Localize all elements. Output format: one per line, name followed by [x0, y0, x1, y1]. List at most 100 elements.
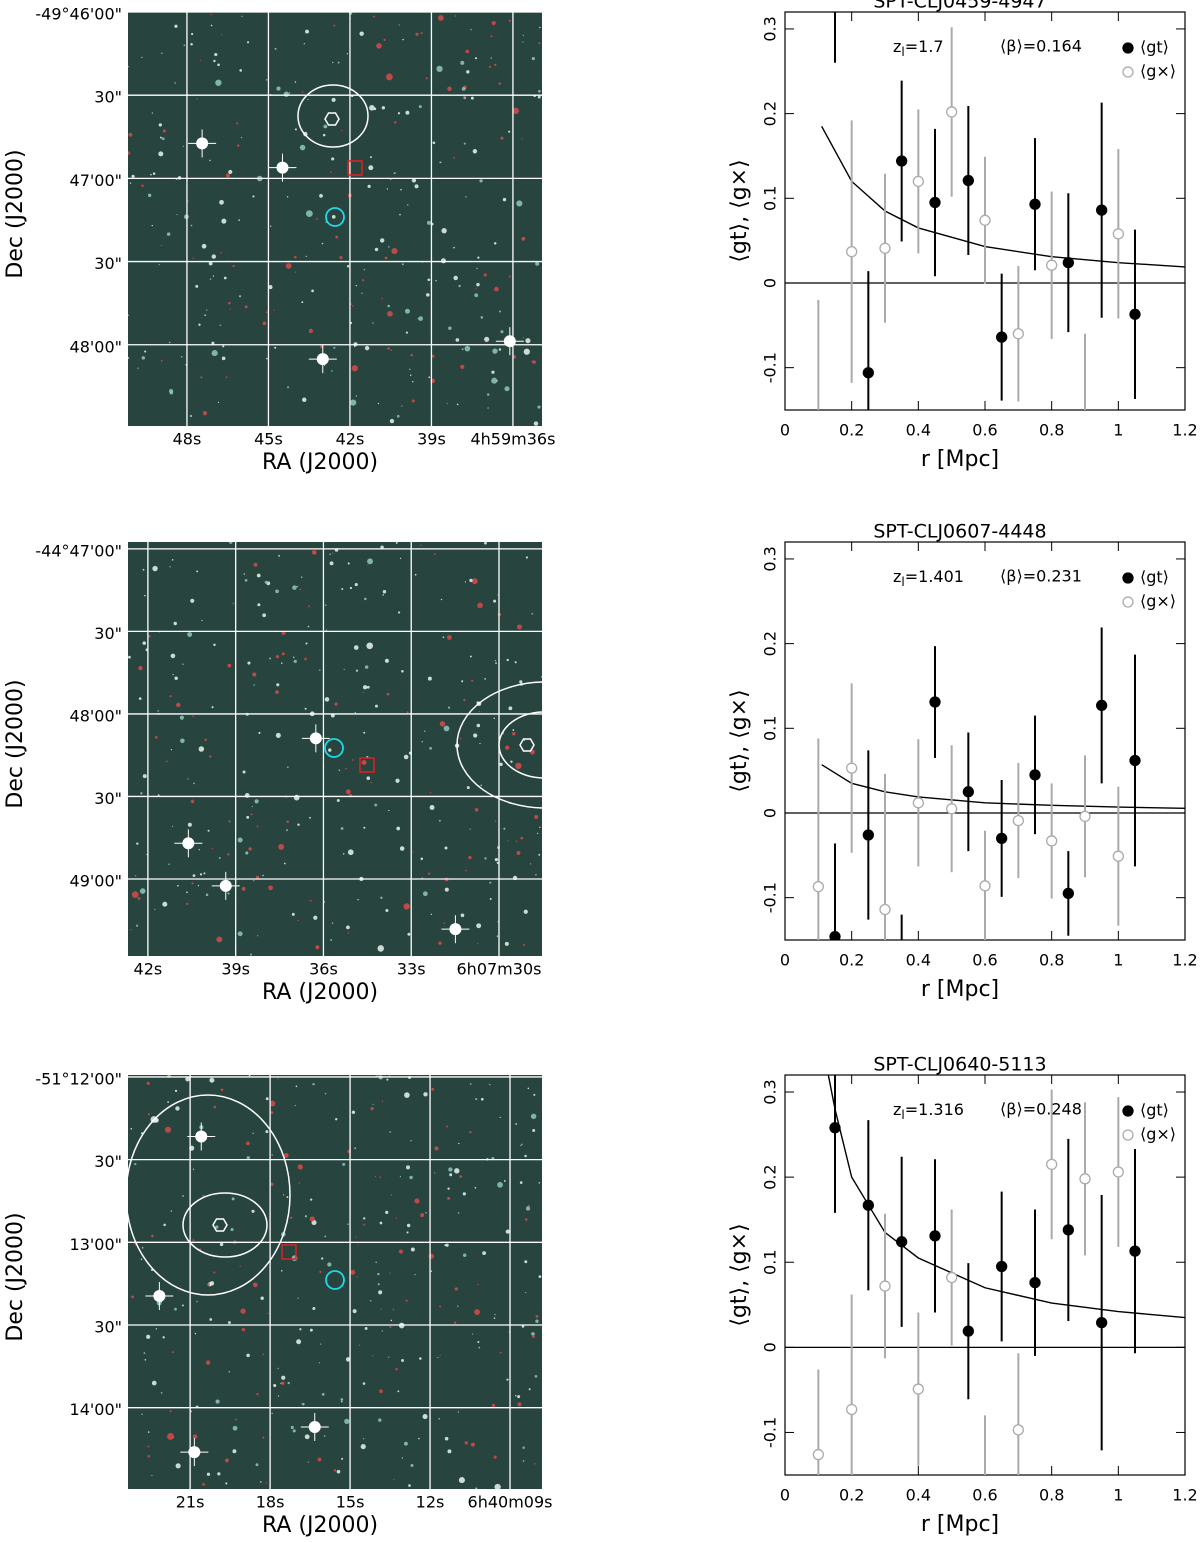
source: [331, 97, 336, 102]
source: [155, 1328, 158, 1330]
source: [144, 350, 147, 353]
contour: [128, 1094, 291, 1296]
source: [516, 200, 523, 207]
source: [246, 815, 250, 819]
source: [341, 588, 344, 590]
source: [143, 1352, 146, 1355]
source: [498, 348, 502, 351]
source: [427, 676, 432, 681]
source: [238, 295, 242, 298]
source: [146, 1334, 151, 1339]
source: [151, 1474, 153, 1477]
source: [517, 1402, 522, 1407]
source: [196, 1301, 198, 1303]
source: [146, 1081, 150, 1086]
y-axis-label: ⟨gt⟩, ⟨g×⟩: [727, 159, 752, 262]
source: [515, 1123, 518, 1125]
source: [228, 301, 231, 305]
data-point: [946, 106, 958, 118]
source: [345, 789, 351, 795]
data-point: [962, 174, 974, 187]
source: [401, 1457, 403, 1459]
source: [286, 820, 290, 824]
source: [340, 1398, 344, 1401]
source: [469, 655, 472, 658]
source: [187, 632, 193, 637]
source: [472, 149, 478, 154]
source: [383, 38, 386, 41]
source: [524, 1218, 528, 1221]
source: [173, 621, 177, 626]
source: [302, 1402, 305, 1406]
source: [436, 65, 443, 73]
source: [141, 1413, 143, 1415]
source: [508, 19, 511, 22]
source: [201, 243, 207, 249]
source: [168, 341, 171, 344]
source: [364, 345, 370, 351]
source: [225, 1482, 228, 1485]
source: [141, 56, 143, 59]
source: [128, 655, 131, 659]
source: [211, 341, 215, 345]
source: [454, 1168, 460, 1174]
data-point: [846, 245, 858, 258]
legend-marker: [1122, 42, 1134, 54]
source: [342, 1162, 346, 1166]
source: [476, 723, 481, 728]
source: [372, 322, 374, 324]
source: [390, 1194, 393, 1196]
source: [522, 41, 524, 43]
contour: [456, 681, 542, 809]
source: [225, 376, 228, 379]
source: [370, 781, 372, 784]
source: [307, 625, 310, 628]
source: [151, 112, 154, 114]
data-point: [1096, 1317, 1108, 1329]
source: [504, 941, 509, 946]
source: [202, 1482, 205, 1486]
source: [491, 377, 498, 384]
source: [392, 1308, 395, 1311]
source: [389, 1075, 391, 1076]
source: [534, 1463, 536, 1465]
data-point: [1062, 257, 1074, 269]
source: [277, 1078, 279, 1080]
redshift-subscript: l: [901, 1108, 904, 1122]
source: [405, 110, 410, 115]
source: [297, 1164, 303, 1170]
source: [255, 875, 260, 880]
source: [361, 279, 365, 282]
source: [165, 760, 168, 763]
source: [409, 1175, 413, 1180]
source: [386, 1078, 389, 1081]
source: [517, 1395, 521, 1399]
source: [220, 1088, 224, 1092]
source: [192, 1239, 195, 1242]
source: [312, 1307, 316, 1311]
source: [217, 401, 220, 403]
beta-annotation: ⟨β⟩=0.248: [1000, 1100, 1082, 1119]
source: [265, 1097, 269, 1101]
source: [318, 1362, 321, 1364]
source: [521, 1325, 525, 1328]
source: [466, 786, 470, 790]
source: [420, 857, 424, 861]
source: [330, 171, 332, 174]
source: [271, 1154, 273, 1156]
source: [343, 668, 345, 670]
source: [161, 137, 165, 141]
source: [536, 832, 539, 835]
x-tick-label: 15s: [336, 1493, 365, 1512]
x-tick-label: 0: [780, 951, 790, 970]
source: [304, 657, 307, 661]
source: [299, 588, 302, 591]
source: [495, 379, 498, 382]
x-tick-label: 18s: [256, 1493, 285, 1512]
overlay-panel: [128, 1094, 345, 1296]
source: [266, 357, 268, 360]
source: [355, 669, 358, 672]
source: [391, 247, 398, 255]
x-tick-label: 48s: [173, 430, 202, 449]
source: [496, 593, 499, 596]
